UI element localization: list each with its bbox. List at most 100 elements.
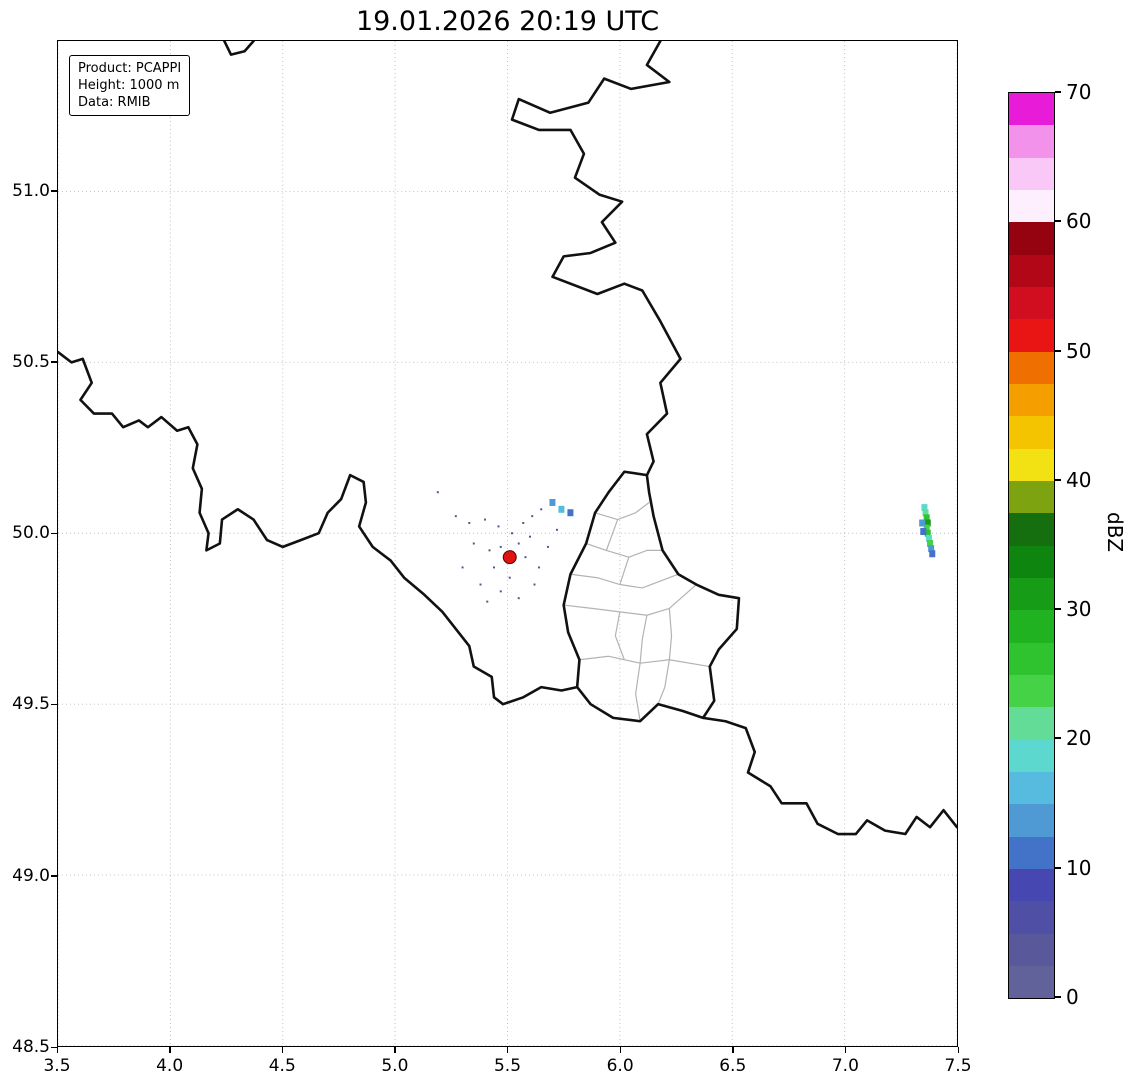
district-border: [614, 611, 625, 660]
y-axis-tick: [51, 190, 57, 192]
y-tick-label: 50.5: [12, 351, 50, 372]
x-axis-tick: [394, 1047, 396, 1053]
product-info-box: Product: PCAPPI Height: 1000 m Data: RMI…: [69, 55, 191, 116]
colorbar-segment: [1009, 189, 1054, 223]
radar-echo-cell: [923, 524, 930, 532]
y-tick-label: 49.5: [12, 694, 50, 715]
radar-site-marker: [502, 550, 517, 565]
colorbar-tick-label: 0: [1066, 985, 1079, 1009]
district-border: [585, 542, 663, 558]
colorbar-tick: [1055, 866, 1061, 869]
radar-echo-cell: [919, 519, 926, 527]
district-border: [579, 655, 710, 668]
x-tick-label: 5.0: [381, 1056, 409, 1076]
plot-area: Product: PCAPPI Height: 1000 m Data: RMI…: [57, 40, 958, 1047]
colorbar-segment: [1009, 319, 1054, 352]
clutter-speckle: [461, 566, 464, 569]
y-axis-tick: [51, 532, 57, 535]
radar-echo-cell: [923, 514, 930, 522]
colorbar-segment: [1009, 804, 1054, 837]
clutter-speckle: [540, 508, 543, 511]
clutter-speckle: [488, 549, 491, 552]
map-svg: [58, 41, 957, 1046]
clutter-speckle: [510, 532, 513, 535]
x-axis-tick: [732, 1047, 734, 1053]
clutter-speckle: [499, 545, 502, 548]
country-border: [510, 41, 682, 477]
colorbar-segment: [1009, 739, 1054, 772]
colorbar-segment: [1009, 707, 1054, 740]
clutter-speckle: [493, 566, 496, 569]
clutter-speckle: [436, 491, 439, 494]
clutter-speckle: [486, 600, 489, 603]
colorbar-tick: [1055, 737, 1061, 740]
colorbar-tick-label: 60: [1066, 209, 1092, 234]
y-tick-label: 49.0: [12, 865, 50, 886]
radar-echo-cell: [929, 550, 936, 558]
radar-echo-cell: [921, 504, 928, 512]
district-border: [605, 519, 619, 551]
y-axis-tick: [51, 1046, 57, 1048]
colorbar-segment: [1009, 610, 1054, 643]
colorbar-segment: [1009, 351, 1054, 384]
country-border: [701, 716, 957, 836]
info-product-line: Product: PCAPPI: [78, 61, 182, 76]
colorbar-segment: [1009, 771, 1054, 805]
colorbar-tick: [1055, 91, 1061, 93]
clutter-speckle: [537, 566, 540, 569]
x-tick-label: 3.5: [43, 1056, 71, 1076]
district-border: [570, 573, 679, 589]
colorbar-tick: [1055, 608, 1061, 611]
x-axis-tick: [507, 1047, 509, 1053]
district-border: [668, 608, 673, 660]
x-tick-label: 4.5: [268, 1056, 296, 1076]
clutter-speckle: [479, 583, 482, 586]
colorbar-segment: [1009, 642, 1054, 675]
colorbar-tick-label: 40: [1066, 467, 1092, 492]
colorbar-tick: [1055, 996, 1061, 998]
x-axis-tick: [281, 1047, 284, 1053]
colorbar-tick: [1055, 478, 1061, 481]
clutter-speckle: [555, 528, 558, 531]
district-border: [635, 663, 641, 722]
colorbar-segment: [1009, 480, 1054, 514]
clutter-speckle: [524, 556, 527, 559]
clutter-speckle: [522, 521, 525, 524]
colorbar-tick-label: 10: [1066, 855, 1092, 880]
colorbar-tick-label: 30: [1066, 597, 1092, 622]
chart-title: 19.01.2026 20:19 UTC: [355, 6, 660, 37]
clutter-speckle: [508, 576, 511, 579]
colorbar-segment: [1009, 286, 1054, 320]
clutter-speckle: [497, 525, 500, 528]
colorbar-segment: [1009, 513, 1054, 546]
x-tick-label: 5.5: [493, 1056, 522, 1076]
info-data-line: Data: RMIB: [78, 95, 151, 110]
country-border: [58, 350, 579, 706]
clutter-speckle: [454, 515, 457, 518]
colorbar-segment: [1009, 125, 1054, 158]
radar-echo-cell: [567, 509, 574, 517]
radar-echo-cell: [549, 498, 556, 506]
colorbar-segment: [1009, 965, 1054, 999]
colorbar-tick-label: 50: [1066, 338, 1092, 363]
colorbar-units-label: dBZ: [1103, 512, 1127, 553]
clutter-speckle: [472, 542, 475, 545]
colorbar-segment: [1009, 157, 1054, 190]
clutter-speckle: [517, 542, 520, 545]
clutter-speckle: [533, 583, 536, 586]
colorbar-segment: [1009, 868, 1054, 902]
clutter-speckle: [531, 515, 534, 518]
radar-echo-cell: [927, 540, 934, 547]
colorbar-segment: [1009, 933, 1054, 966]
y-tick-label: 48.5: [12, 1037, 50, 1057]
x-tick-label: 7.0: [831, 1056, 859, 1076]
clutter-speckle: [528, 535, 531, 538]
country-border: [562, 470, 741, 723]
x-axis-tick: [169, 1047, 171, 1053]
radar-echo-cell: [922, 509, 929, 517]
colorbar-segment: [1009, 383, 1054, 417]
x-axis-tick: [619, 1047, 622, 1053]
district-border: [563, 584, 697, 616]
y-axis-tick: [51, 361, 57, 363]
colorbar-segment: [1009, 222, 1054, 255]
